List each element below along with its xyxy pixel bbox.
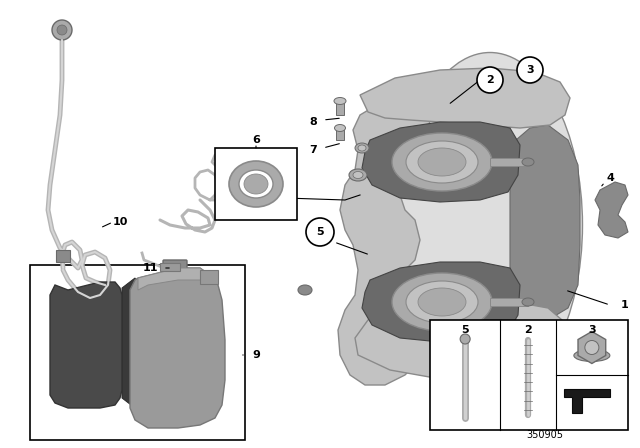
Bar: [430, 320, 628, 430]
Polygon shape: [130, 268, 225, 428]
Bar: [160, 263, 180, 271]
Polygon shape: [595, 182, 628, 238]
Ellipse shape: [355, 143, 369, 153]
Bar: [336, 128, 344, 140]
Text: 8: 8: [309, 117, 317, 127]
Ellipse shape: [335, 125, 346, 132]
Circle shape: [460, 334, 470, 344]
Text: 1: 1: [621, 300, 629, 310]
Text: 9: 9: [252, 350, 260, 360]
Ellipse shape: [349, 169, 367, 181]
Ellipse shape: [392, 133, 492, 191]
Text: 4: 4: [606, 173, 614, 183]
Polygon shape: [50, 282, 122, 408]
Polygon shape: [360, 68, 570, 128]
Ellipse shape: [244, 174, 268, 194]
Circle shape: [585, 340, 599, 354]
Ellipse shape: [418, 148, 466, 176]
Ellipse shape: [574, 349, 610, 362]
Bar: [490, 298, 528, 306]
Polygon shape: [355, 300, 568, 380]
Text: 2: 2: [486, 75, 494, 85]
Circle shape: [517, 57, 543, 83]
Polygon shape: [138, 268, 210, 290]
Text: 350905: 350905: [527, 430, 563, 440]
Text: 6: 6: [252, 135, 260, 145]
Text: 5: 5: [461, 325, 469, 335]
Bar: [56, 250, 70, 262]
Polygon shape: [362, 262, 520, 342]
Ellipse shape: [522, 158, 534, 166]
Bar: [30, 265, 245, 440]
Ellipse shape: [239, 170, 273, 198]
Text: 10: 10: [112, 217, 128, 227]
Polygon shape: [122, 278, 138, 408]
Circle shape: [52, 20, 72, 40]
Polygon shape: [338, 95, 430, 385]
Circle shape: [477, 67, 503, 93]
Ellipse shape: [358, 145, 366, 151]
Circle shape: [306, 218, 334, 246]
Ellipse shape: [229, 161, 283, 207]
Polygon shape: [564, 389, 610, 413]
Circle shape: [57, 25, 67, 35]
Ellipse shape: [406, 141, 478, 183]
Ellipse shape: [392, 273, 492, 331]
Polygon shape: [578, 332, 605, 363]
Polygon shape: [510, 125, 580, 322]
Bar: [490, 158, 528, 166]
Ellipse shape: [353, 172, 363, 178]
Ellipse shape: [298, 285, 312, 295]
Ellipse shape: [522, 298, 534, 306]
Bar: [336, 101, 344, 115]
Bar: [215, 148, 297, 220]
Ellipse shape: [418, 288, 466, 316]
Text: 3: 3: [588, 325, 596, 335]
Bar: [200, 270, 218, 284]
Ellipse shape: [406, 281, 478, 323]
FancyBboxPatch shape: [163, 260, 187, 278]
Text: 2: 2: [524, 325, 532, 335]
Text: 7: 7: [309, 145, 317, 155]
Text: 3: 3: [526, 65, 534, 75]
Ellipse shape: [334, 98, 346, 104]
Text: 11: 11: [142, 263, 157, 273]
Ellipse shape: [397, 52, 582, 397]
Text: 5: 5: [316, 227, 324, 237]
Polygon shape: [362, 122, 520, 202]
